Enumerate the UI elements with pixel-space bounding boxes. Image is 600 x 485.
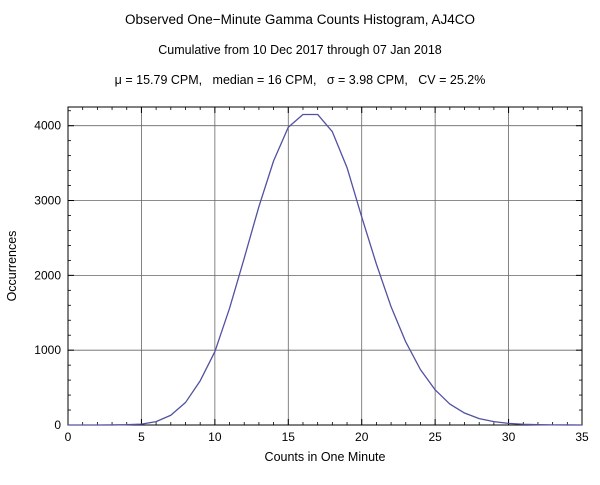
plot-frame [67, 106, 583, 426]
y-tick-label: 2000 [34, 268, 61, 282]
x-tick-label: 30 [502, 430, 516, 444]
x-tick-label: 0 [65, 430, 72, 444]
chart-stats-line: μ = 15.79 CPM, median = 16 CPM, σ = 3.98… [114, 73, 486, 87]
data-curve [68, 113, 583, 426]
y-tick-label: 3000 [34, 194, 61, 208]
y-tick-label: 1000 [34, 343, 61, 357]
chart-subtitle: Cumulative from 10 Dec 2017 through 07 J… [158, 43, 442, 57]
x-tick-label: 10 [208, 430, 222, 444]
y-tick-label: 4000 [34, 119, 61, 133]
x-tick-label: 5 [138, 430, 145, 444]
x-tick-label: 35 [575, 430, 589, 444]
x-axis-label: Counts in One Minute [265, 450, 386, 464]
x-tick-label: 20 [355, 430, 369, 444]
y-tick-label: 0 [54, 418, 61, 432]
chart-title: Observed One−Minute Gamma Counts Histogr… [124, 12, 476, 27]
x-tick-label: 25 [428, 430, 442, 444]
x-tick-label: 15 [282, 430, 296, 444]
y-axis-label: Occurrences [5, 231, 19, 302]
